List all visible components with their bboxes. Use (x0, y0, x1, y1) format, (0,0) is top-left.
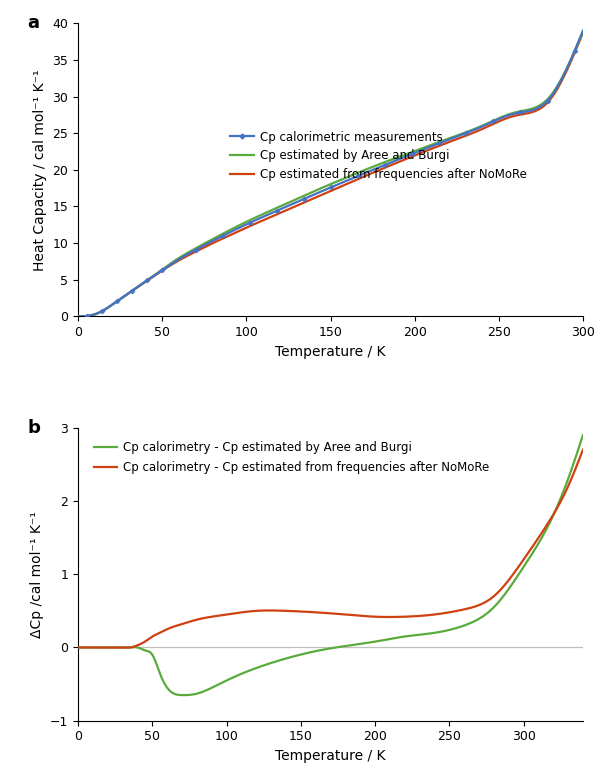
Text: b: b (28, 419, 40, 437)
Y-axis label: Heat Capacity / cal mol⁻¹ K⁻¹: Heat Capacity / cal mol⁻¹ K⁻¹ (33, 69, 47, 270)
Y-axis label: ΔCp /cal mol⁻¹ K⁻¹: ΔCp /cal mol⁻¹ K⁻¹ (31, 511, 44, 638)
Legend: Cp calorimetry - Cp estimated by Aree and Burgi, Cp calorimetry - Cp estimated f: Cp calorimetry - Cp estimated by Aree an… (89, 436, 494, 479)
X-axis label: Temperature / K: Temperature / K (275, 345, 386, 359)
Legend: Cp calorimetric measurements, Cp estimated by Aree and Burgi, Cp estimated from : Cp calorimetric measurements, Cp estimat… (225, 126, 531, 186)
Text: a: a (28, 15, 40, 33)
X-axis label: Temperature / K: Temperature / K (275, 749, 386, 763)
